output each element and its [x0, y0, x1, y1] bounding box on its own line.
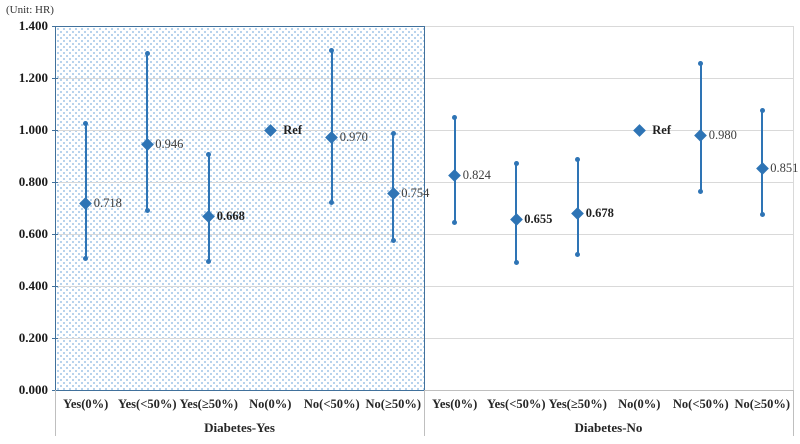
error-bar-cap-bottom	[759, 212, 765, 217]
plot-right-border	[793, 26, 794, 390]
error-bar-cap-top	[698, 61, 704, 67]
x-axis-category-label: No(0%)	[618, 397, 661, 411]
category-group-label: Diabetes-No	[574, 420, 643, 435]
category-group-separator	[55, 390, 56, 436]
error-bar-line	[392, 133, 395, 241]
hr-data-label: Ref	[283, 122, 302, 137]
hr-marker-diamond	[632, 123, 646, 137]
y-axis-tick-label: 1.400	[18, 18, 48, 33]
y-axis-tick-label: 0.400	[18, 278, 48, 293]
hr-marker-diamond	[755, 162, 769, 176]
x-axis-category-label: No(0%)	[249, 397, 292, 411]
x-axis-category-label: Yes(≥50%)	[179, 397, 238, 411]
hr-data-label: 0.718	[93, 195, 122, 210]
error-bar-cap-top	[390, 131, 396, 137]
error-bar-cap-bottom	[452, 219, 458, 225]
error-bar-cap-top	[759, 108, 765, 113]
y-axis-tick-label: 0.800	[18, 174, 48, 189]
error-bar-line	[146, 53, 149, 211]
y-axis-tick-label: 0.600	[18, 226, 48, 241]
error-bar-cap-top	[329, 48, 335, 54]
hr-data-label: Ref	[652, 122, 671, 137]
hr-data-label: 0.655	[524, 212, 553, 227]
x-axis-category-label: Yes(0%)	[63, 397, 109, 411]
unit-label: (Unit: HR)	[6, 4, 54, 16]
hr-data-label: 0.668	[216, 208, 245, 223]
y-axis-tick-label: 1.200	[18, 70, 48, 85]
y-axis-tick-label: 1.000	[18, 122, 48, 137]
category-group-label: Diabetes-Yes	[204, 420, 275, 435]
y-axis-tick-label: 0.000	[18, 382, 48, 397]
x-axis-category-label: Yes(0%)	[432, 397, 478, 411]
error-bar-line	[207, 154, 210, 262]
error-bar-cap-bottom	[329, 200, 335, 206]
error-bar-cap-bottom	[83, 256, 89, 262]
category-group-separator	[424, 390, 425, 436]
error-bar-cap-top	[513, 161, 519, 167]
hr-marker-diamond	[509, 213, 523, 227]
x-axis-category-label: No(≥50%)	[734, 397, 790, 411]
error-bar-line	[84, 123, 87, 259]
error-bar-cap-bottom	[513, 260, 519, 266]
x-axis-category-label: Yes(<50%)	[486, 397, 546, 411]
hr-data-label: 0.754	[401, 186, 430, 201]
x-axis-category-label: No(<50%)	[303, 397, 360, 411]
error-bar-cap-bottom	[206, 258, 212, 264]
hr-data-label: 0.980	[708, 127, 737, 142]
shaded-panel-border	[55, 26, 425, 391]
x-axis-category-label: No(<50%)	[672, 397, 729, 411]
error-bar-cap-top	[575, 157, 581, 163]
hr-data-label: 0.678	[585, 206, 614, 221]
error-bar-cap-bottom	[575, 252, 581, 258]
error-bar-cap-top	[83, 121, 89, 126]
hr-data-label: 0.946	[155, 136, 184, 151]
error-bar-line	[576, 159, 579, 255]
error-bar-line	[330, 50, 333, 203]
error-bar-cap-bottom	[698, 188, 704, 194]
hr-data-label: 0.851	[770, 161, 799, 176]
error-bar-line	[699, 63, 702, 192]
x-axis-category-label: No(≥50%)	[365, 397, 421, 411]
hr-marker-diamond	[571, 207, 585, 221]
error-bar-cap-bottom	[390, 238, 396, 243]
error-bar-cap-bottom	[144, 208, 150, 214]
shaded-panel-background	[55, 26, 424, 390]
hr-marker-diamond	[448, 169, 462, 183]
x-axis-category-label: Yes(≥50%)	[548, 397, 607, 411]
error-bar-line	[515, 163, 518, 263]
hr-data-label: 0.970	[339, 130, 368, 145]
error-bar-cap-top	[144, 50, 150, 56]
error-bar-cap-top	[452, 114, 458, 120]
hr-data-label: 0.824	[462, 168, 491, 183]
error-bar-cap-top	[206, 152, 212, 158]
y-axis-tick-label: 0.200	[18, 330, 48, 345]
x-axis-category-label: Yes(<50%)	[117, 397, 177, 411]
category-group-separator	[793, 390, 794, 436]
